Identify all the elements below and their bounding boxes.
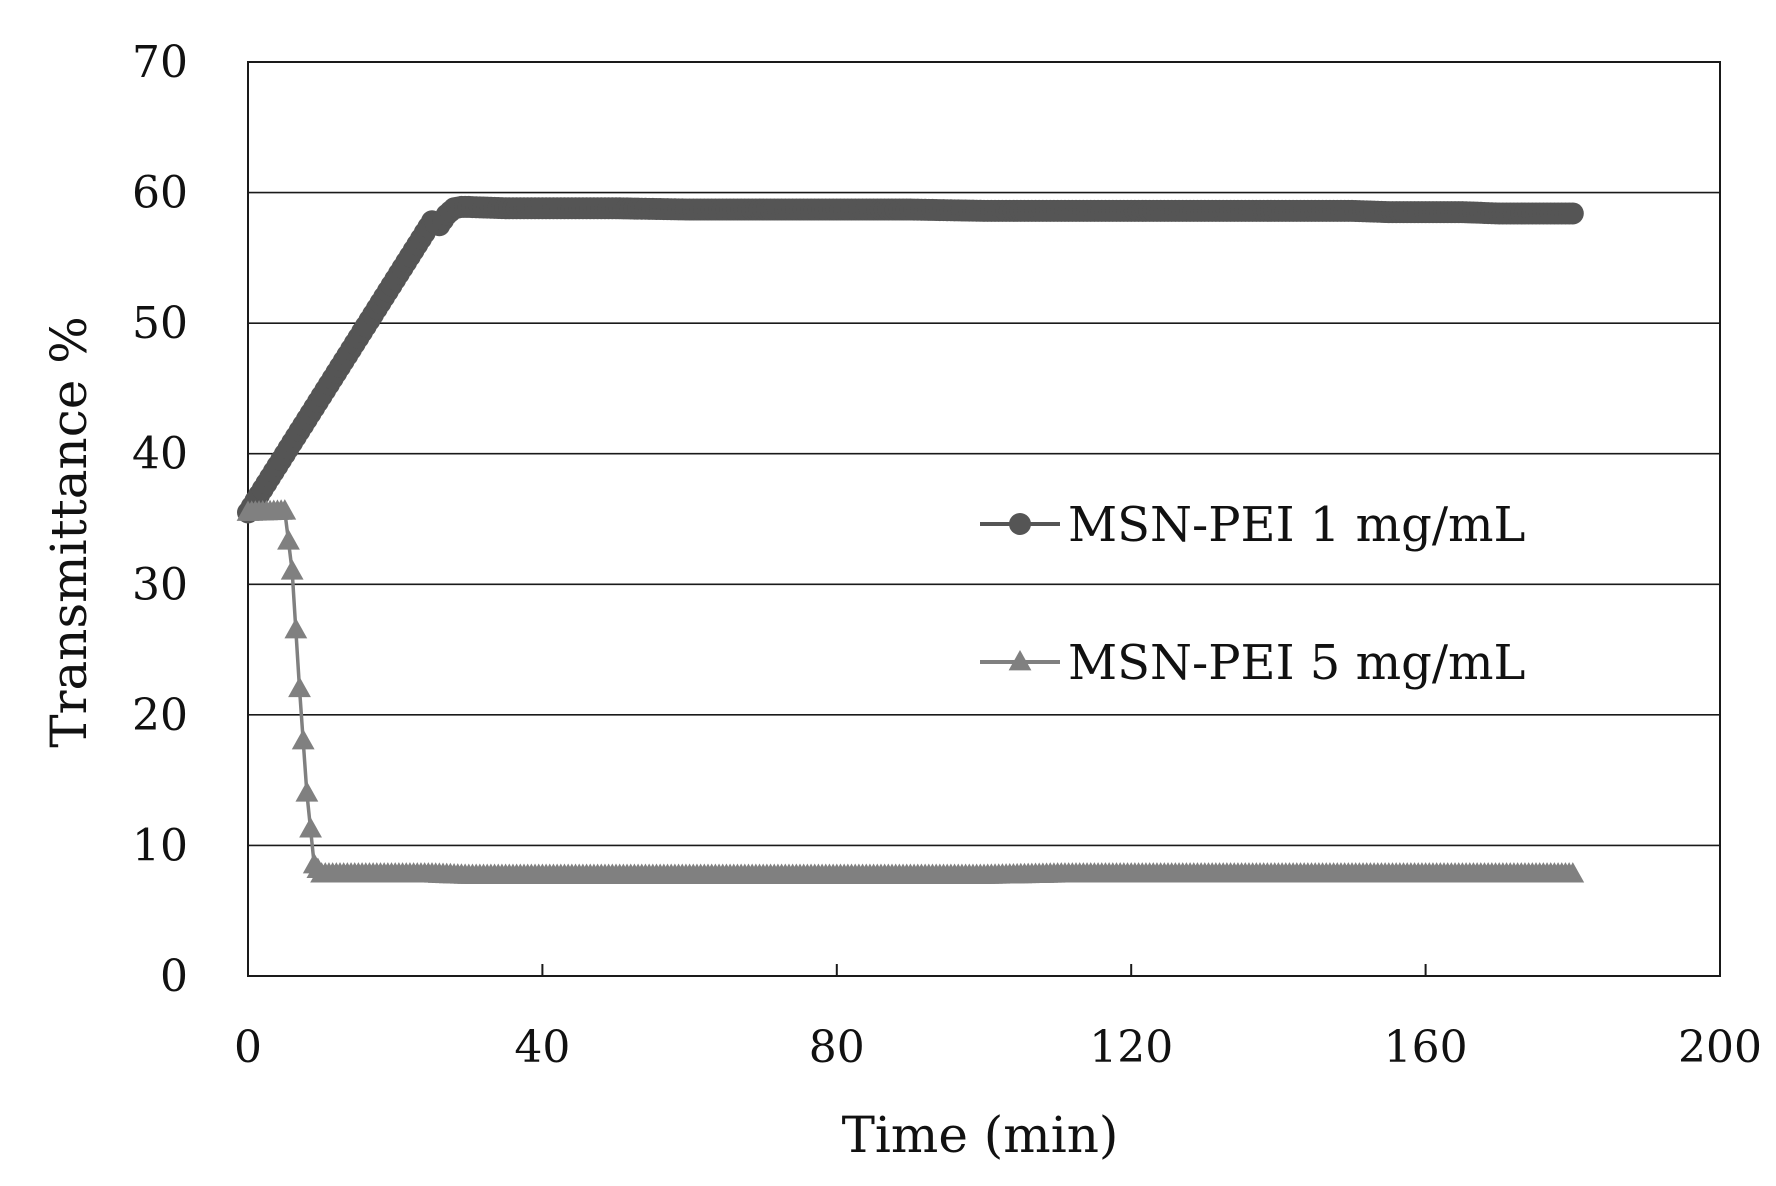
series-1-point xyxy=(1561,202,1584,225)
legend-marker-triangle xyxy=(1008,650,1032,671)
series-2 xyxy=(236,499,1585,884)
series-1-line xyxy=(246,205,1573,514)
series-2-point xyxy=(284,617,308,639)
y-axis-title: Transmittance % xyxy=(40,316,98,748)
y-tick-label-50: 50 xyxy=(132,298,188,349)
series-2-line xyxy=(247,509,1573,878)
series-2-point xyxy=(288,676,311,698)
y-tick-label-40: 40 xyxy=(132,429,188,480)
legend-label-2: MSN-PEI 5 mg/mL xyxy=(1068,635,1525,691)
legend: MSN-PEI 1 mg/mL MSN-PEI 5 mg/mL xyxy=(980,497,1525,691)
legend-marker-circle xyxy=(1009,513,1031,535)
y-tick-label-20: 20 xyxy=(132,690,188,741)
y-axis-ticks: 0 10 20 30 40 50 60 70 xyxy=(132,37,188,1002)
series-2-point xyxy=(295,781,319,802)
series-2-point xyxy=(1561,862,1585,883)
x-tick-label-120: 120 xyxy=(1089,1022,1173,1073)
series-1 xyxy=(237,195,1584,524)
series-group xyxy=(236,195,1585,884)
x-tick-label-200: 200 xyxy=(1678,1022,1762,1073)
y-tick-label-10: 10 xyxy=(132,820,188,871)
x-axis-ticks: 0 40 80 120 160 200 xyxy=(234,964,1762,1073)
y-tick-label-0: 0 xyxy=(160,951,188,1002)
x-axis-title: Time (min) xyxy=(842,1106,1119,1164)
x-tick-label-160: 160 xyxy=(1384,1022,1468,1073)
x-tick-label-40: 40 xyxy=(514,1022,570,1073)
series-2-point xyxy=(291,728,315,750)
series-2-point xyxy=(280,559,304,580)
series-2-point xyxy=(273,499,297,520)
x-tick-label-0: 0 xyxy=(234,1022,262,1073)
x-tick-label-80: 80 xyxy=(809,1022,865,1073)
series-2-point xyxy=(299,817,322,838)
y-tick-label-60: 60 xyxy=(132,168,188,219)
series-2-point xyxy=(277,529,300,550)
y-tick-label-70: 70 xyxy=(132,37,188,88)
gridlines xyxy=(248,191,1720,847)
y-tick-label-30: 30 xyxy=(132,559,188,610)
legend-label-1: MSN-PEI 1 mg/mL xyxy=(1068,497,1525,553)
